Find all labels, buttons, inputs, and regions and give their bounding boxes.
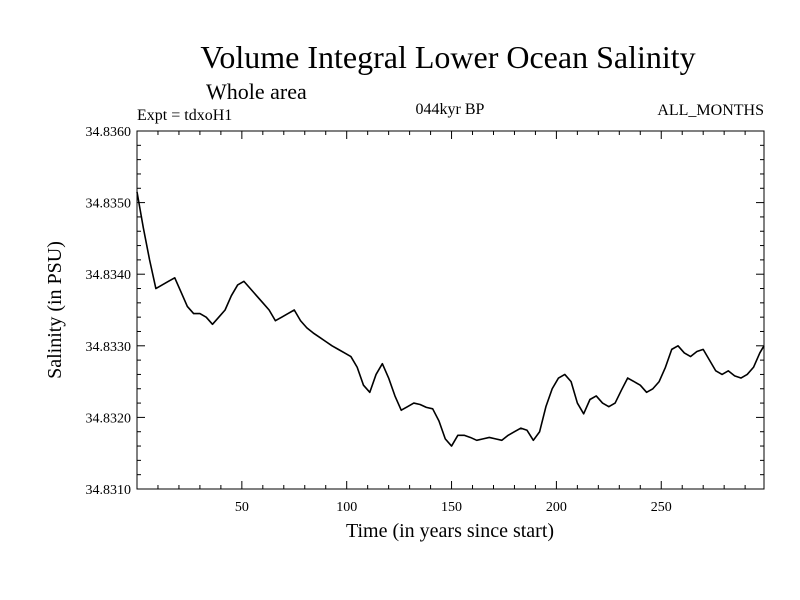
experiment-label: Expt = tdxoH1	[137, 107, 232, 124]
months-label: ALL_MONTHS	[657, 102, 764, 119]
y-tick-label: 34.8330	[86, 340, 132, 355]
y-tick-label: 34.8340	[86, 268, 132, 283]
x-tick-label: 150	[441, 500, 462, 515]
plot-frame	[136, 130, 765, 490]
y-axis-label: Salinity (in PSU)	[44, 241, 66, 379]
x-tick-label: 50	[235, 500, 249, 515]
y-tick-label: 34.8310	[86, 483, 132, 498]
x-tick-labels: 50 100 150 200 250	[235, 500, 672, 515]
x-tick-label: 100	[336, 500, 357, 515]
y-tick-labels: 34.8310 34.8320 34.8330 34.8340 34.8350 34.83…	[86, 125, 132, 498]
axis-ticks	[137, 130, 764, 490]
x-tick-label: 250	[651, 500, 672, 515]
y-tick-label: 34.8320	[86, 411, 132, 426]
x-axis-label: Time (in years since start)	[346, 520, 554, 542]
y-tick-label: 34.8360	[86, 125, 132, 140]
y-tick-label: 34.8350	[86, 197, 132, 212]
period-label: 044kyr BP	[416, 101, 485, 118]
chart-subtitle: Whole area	[206, 79, 307, 104]
salinity-series-line	[136, 191, 765, 447]
chart-title: Volume Integral Lower Ocean Salinity	[200, 39, 695, 75]
x-tick-label: 200	[546, 500, 567, 515]
